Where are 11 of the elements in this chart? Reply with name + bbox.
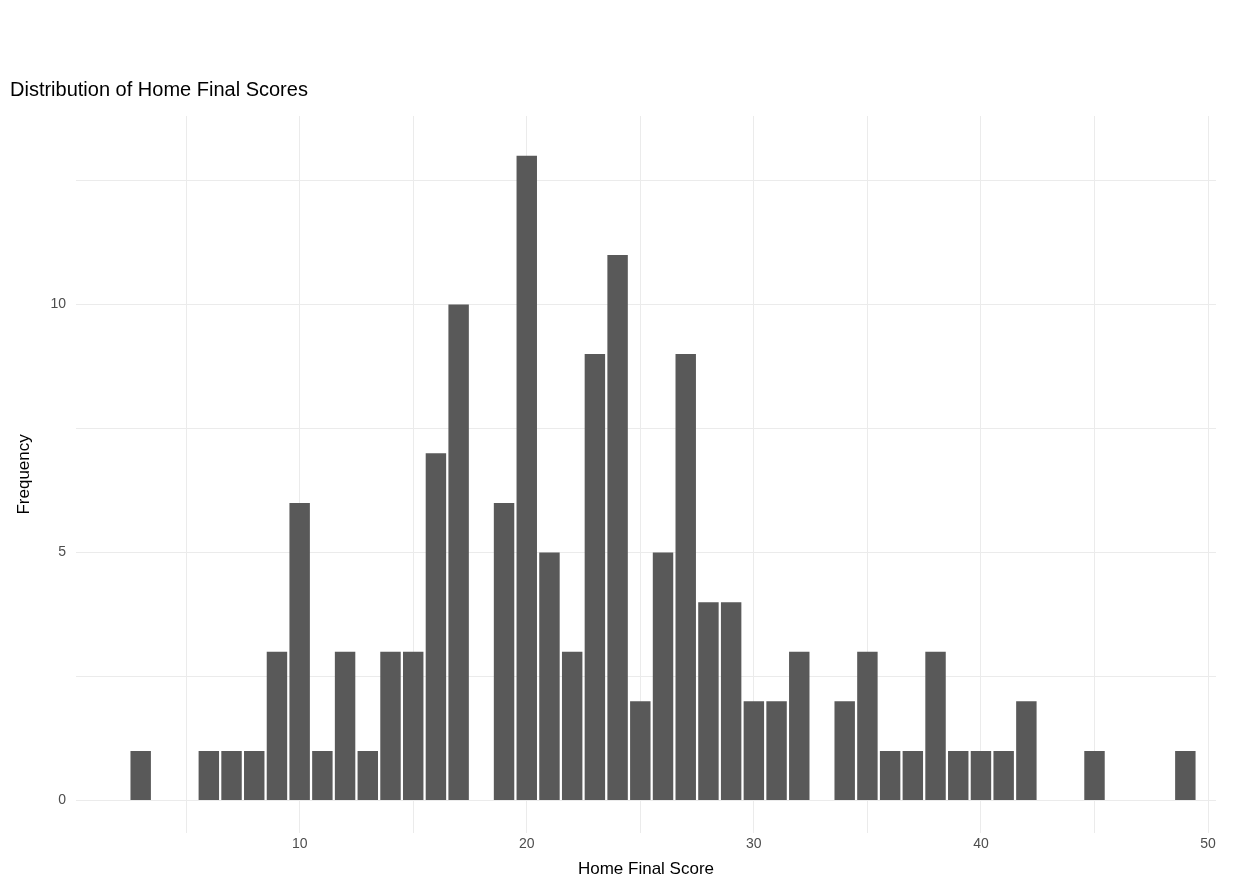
y-axis-title: Frequency xyxy=(13,433,33,515)
chart-title: Distribution of Home Final Scores xyxy=(10,77,308,100)
x-tick-label: 40 xyxy=(973,835,989,852)
y-tick-label: 5 xyxy=(58,543,67,560)
y-tick-label: 0 xyxy=(58,791,67,808)
x-axis-title: Home Final Score xyxy=(577,859,715,879)
x-tick-label: 10 xyxy=(291,835,308,852)
x-tick-label: 50 xyxy=(1200,835,1217,852)
x-tick-label: 30 xyxy=(746,835,762,852)
y-tick-label: 10 xyxy=(50,295,67,312)
x-tick-label: 20 xyxy=(518,835,535,852)
